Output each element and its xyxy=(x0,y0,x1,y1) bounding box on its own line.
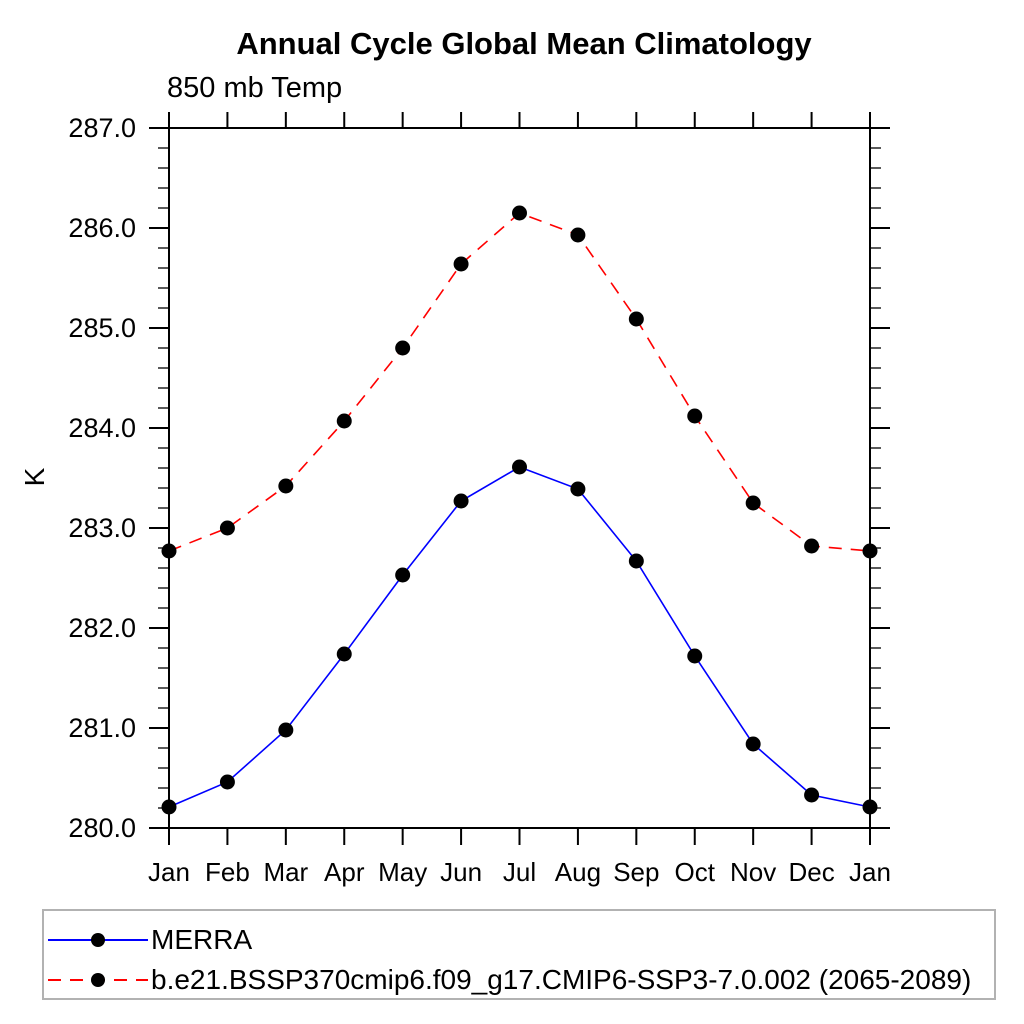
x-tick-label: Aug xyxy=(555,857,601,887)
x-tick-label: Jan xyxy=(849,857,891,887)
y-tick-label: 281.0 xyxy=(68,713,136,743)
legend-item-merra: MERRA xyxy=(48,920,994,960)
data-point-marker xyxy=(628,553,644,569)
y-tick-label: 287.0 xyxy=(68,113,136,143)
x-tick-label: Jun xyxy=(440,857,482,887)
data-point-marker xyxy=(278,478,294,494)
y-tick-label: 280.0 xyxy=(68,813,136,843)
x-tick-label: Nov xyxy=(730,857,776,887)
plot-frame xyxy=(168,127,871,829)
data-point-marker xyxy=(336,413,352,429)
x-tick-label: Mar xyxy=(263,857,308,887)
legend: MERRA b.e21.BSSP370cmip6.f09_g17.CMIP6-S… xyxy=(42,909,996,1000)
legend-item-model: b.e21.BSSP370cmip6.f09_g17.CMIP6-SSP3-7.… xyxy=(48,960,994,1000)
data-point-marker xyxy=(453,256,469,272)
data-point-marker xyxy=(570,227,586,243)
data-point-marker xyxy=(687,408,703,424)
y-tick-label: 285.0 xyxy=(68,313,136,343)
data-point-marker xyxy=(804,538,820,554)
x-tick-label: May xyxy=(378,857,427,887)
x-tick-label: Dec xyxy=(788,857,834,887)
y-tick-label: 284.0 xyxy=(68,413,136,443)
legend-label: b.e21.BSSP370cmip6.f09_g17.CMIP6-SSP3-7.… xyxy=(151,964,972,995)
data-point-marker xyxy=(570,481,586,497)
data-point-marker xyxy=(687,648,703,664)
chart-title: Annual Cycle Global Mean Climatology xyxy=(236,26,812,61)
data-point-marker xyxy=(219,520,235,536)
y-tick-label: 286.0 xyxy=(68,213,136,243)
data-point-marker xyxy=(862,543,878,559)
x-tick-label: Jul xyxy=(503,857,536,887)
data-point-marker xyxy=(512,459,527,475)
marker-dot-icon xyxy=(91,973,105,987)
data-point-marker xyxy=(745,495,761,511)
data-point-marker xyxy=(804,787,820,803)
data-point-marker xyxy=(219,774,235,790)
data-point-marker xyxy=(395,567,411,583)
x-tick-label: Feb xyxy=(205,857,250,887)
x-tick-label: Oct xyxy=(675,857,716,887)
data-point-marker xyxy=(453,493,469,509)
data-point-marker xyxy=(336,646,352,662)
data-point-marker xyxy=(628,311,644,327)
series-line-model xyxy=(168,212,871,552)
data-point-marker xyxy=(161,799,177,815)
model-line-swatch-icon xyxy=(48,973,148,987)
marker-dot-icon xyxy=(91,933,105,947)
x-tick-label: Apr xyxy=(324,857,365,887)
data-point-marker xyxy=(745,736,761,752)
legend-label: MERRA xyxy=(151,924,253,955)
x-tick-label: Sep xyxy=(613,857,659,887)
merra-line-swatch-icon xyxy=(48,933,148,947)
data-point-marker xyxy=(278,722,294,738)
y-tick-label: 282.0 xyxy=(68,613,136,643)
data-point-marker xyxy=(161,543,177,559)
x-tick-label: Jan xyxy=(148,857,190,887)
data-point-marker xyxy=(512,205,527,221)
data-point-marker xyxy=(395,340,411,356)
chart-subtitle: 850 mb Temp xyxy=(167,72,343,104)
series-line-merra xyxy=(168,466,871,808)
data-point-marker xyxy=(862,799,878,815)
y-tick-label: 283.0 xyxy=(68,513,136,543)
